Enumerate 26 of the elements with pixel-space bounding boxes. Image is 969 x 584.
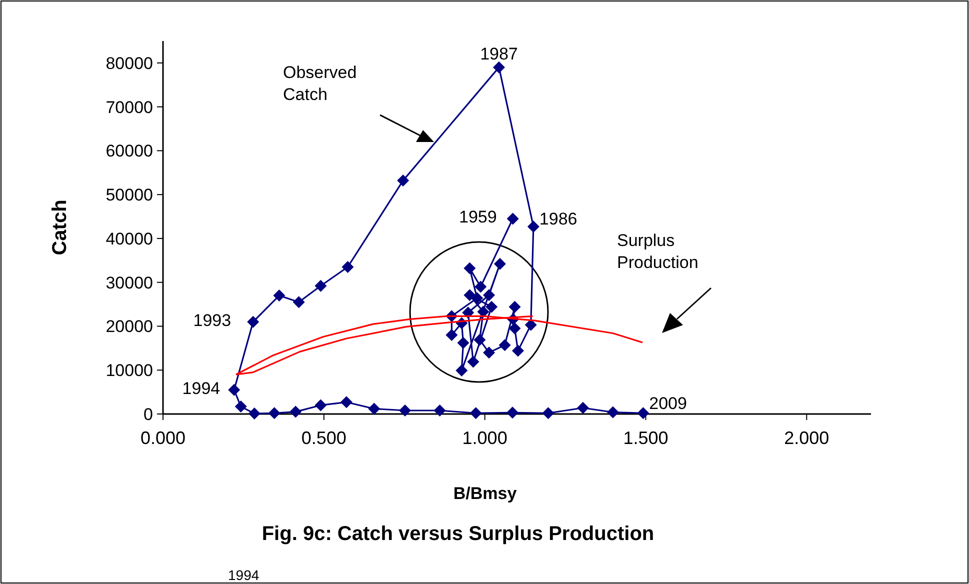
annotation: 1986	[539, 210, 578, 229]
annotation: 1987	[480, 44, 518, 64]
y-tick-label: 40000	[106, 229, 153, 248]
y-tick-label: 70000	[106, 98, 153, 117]
x-tick-label: 1.500	[623, 428, 668, 448]
y-axis-title: Catch	[49, 200, 71, 256]
x-tick-label: 1.000	[462, 428, 508, 448]
x-tick-label: 0.500	[301, 428, 346, 448]
y-tick-label: 50000	[106, 186, 153, 205]
annotation: 1959	[458, 208, 497, 227]
text: 1994	[228, 567, 260, 583]
annotation: Surplus Production	[617, 231, 698, 272]
text: Fig. 9c: Catch versus Surplus Production	[262, 523, 654, 545]
y-tick-label: 60000	[106, 142, 153, 161]
annotation: 1994	[182, 378, 220, 398]
y-tick-label: 30000	[106, 273, 153, 292]
annotation: Observed Catch	[283, 63, 357, 104]
y-tick-label: 10000	[106, 361, 153, 380]
y-tick-label: 20000	[106, 317, 153, 336]
annotation: 1993	[193, 310, 232, 330]
annotation: 2009	[649, 394, 687, 414]
x-tick-label: 2.000	[784, 428, 830, 448]
x-tick-label: 0.000	[140, 428, 186, 448]
y-tick-label: 80000	[106, 54, 153, 73]
x-axis-title: B/Bmsy	[453, 484, 518, 503]
y-tick-label: 0	[144, 405, 153, 424]
